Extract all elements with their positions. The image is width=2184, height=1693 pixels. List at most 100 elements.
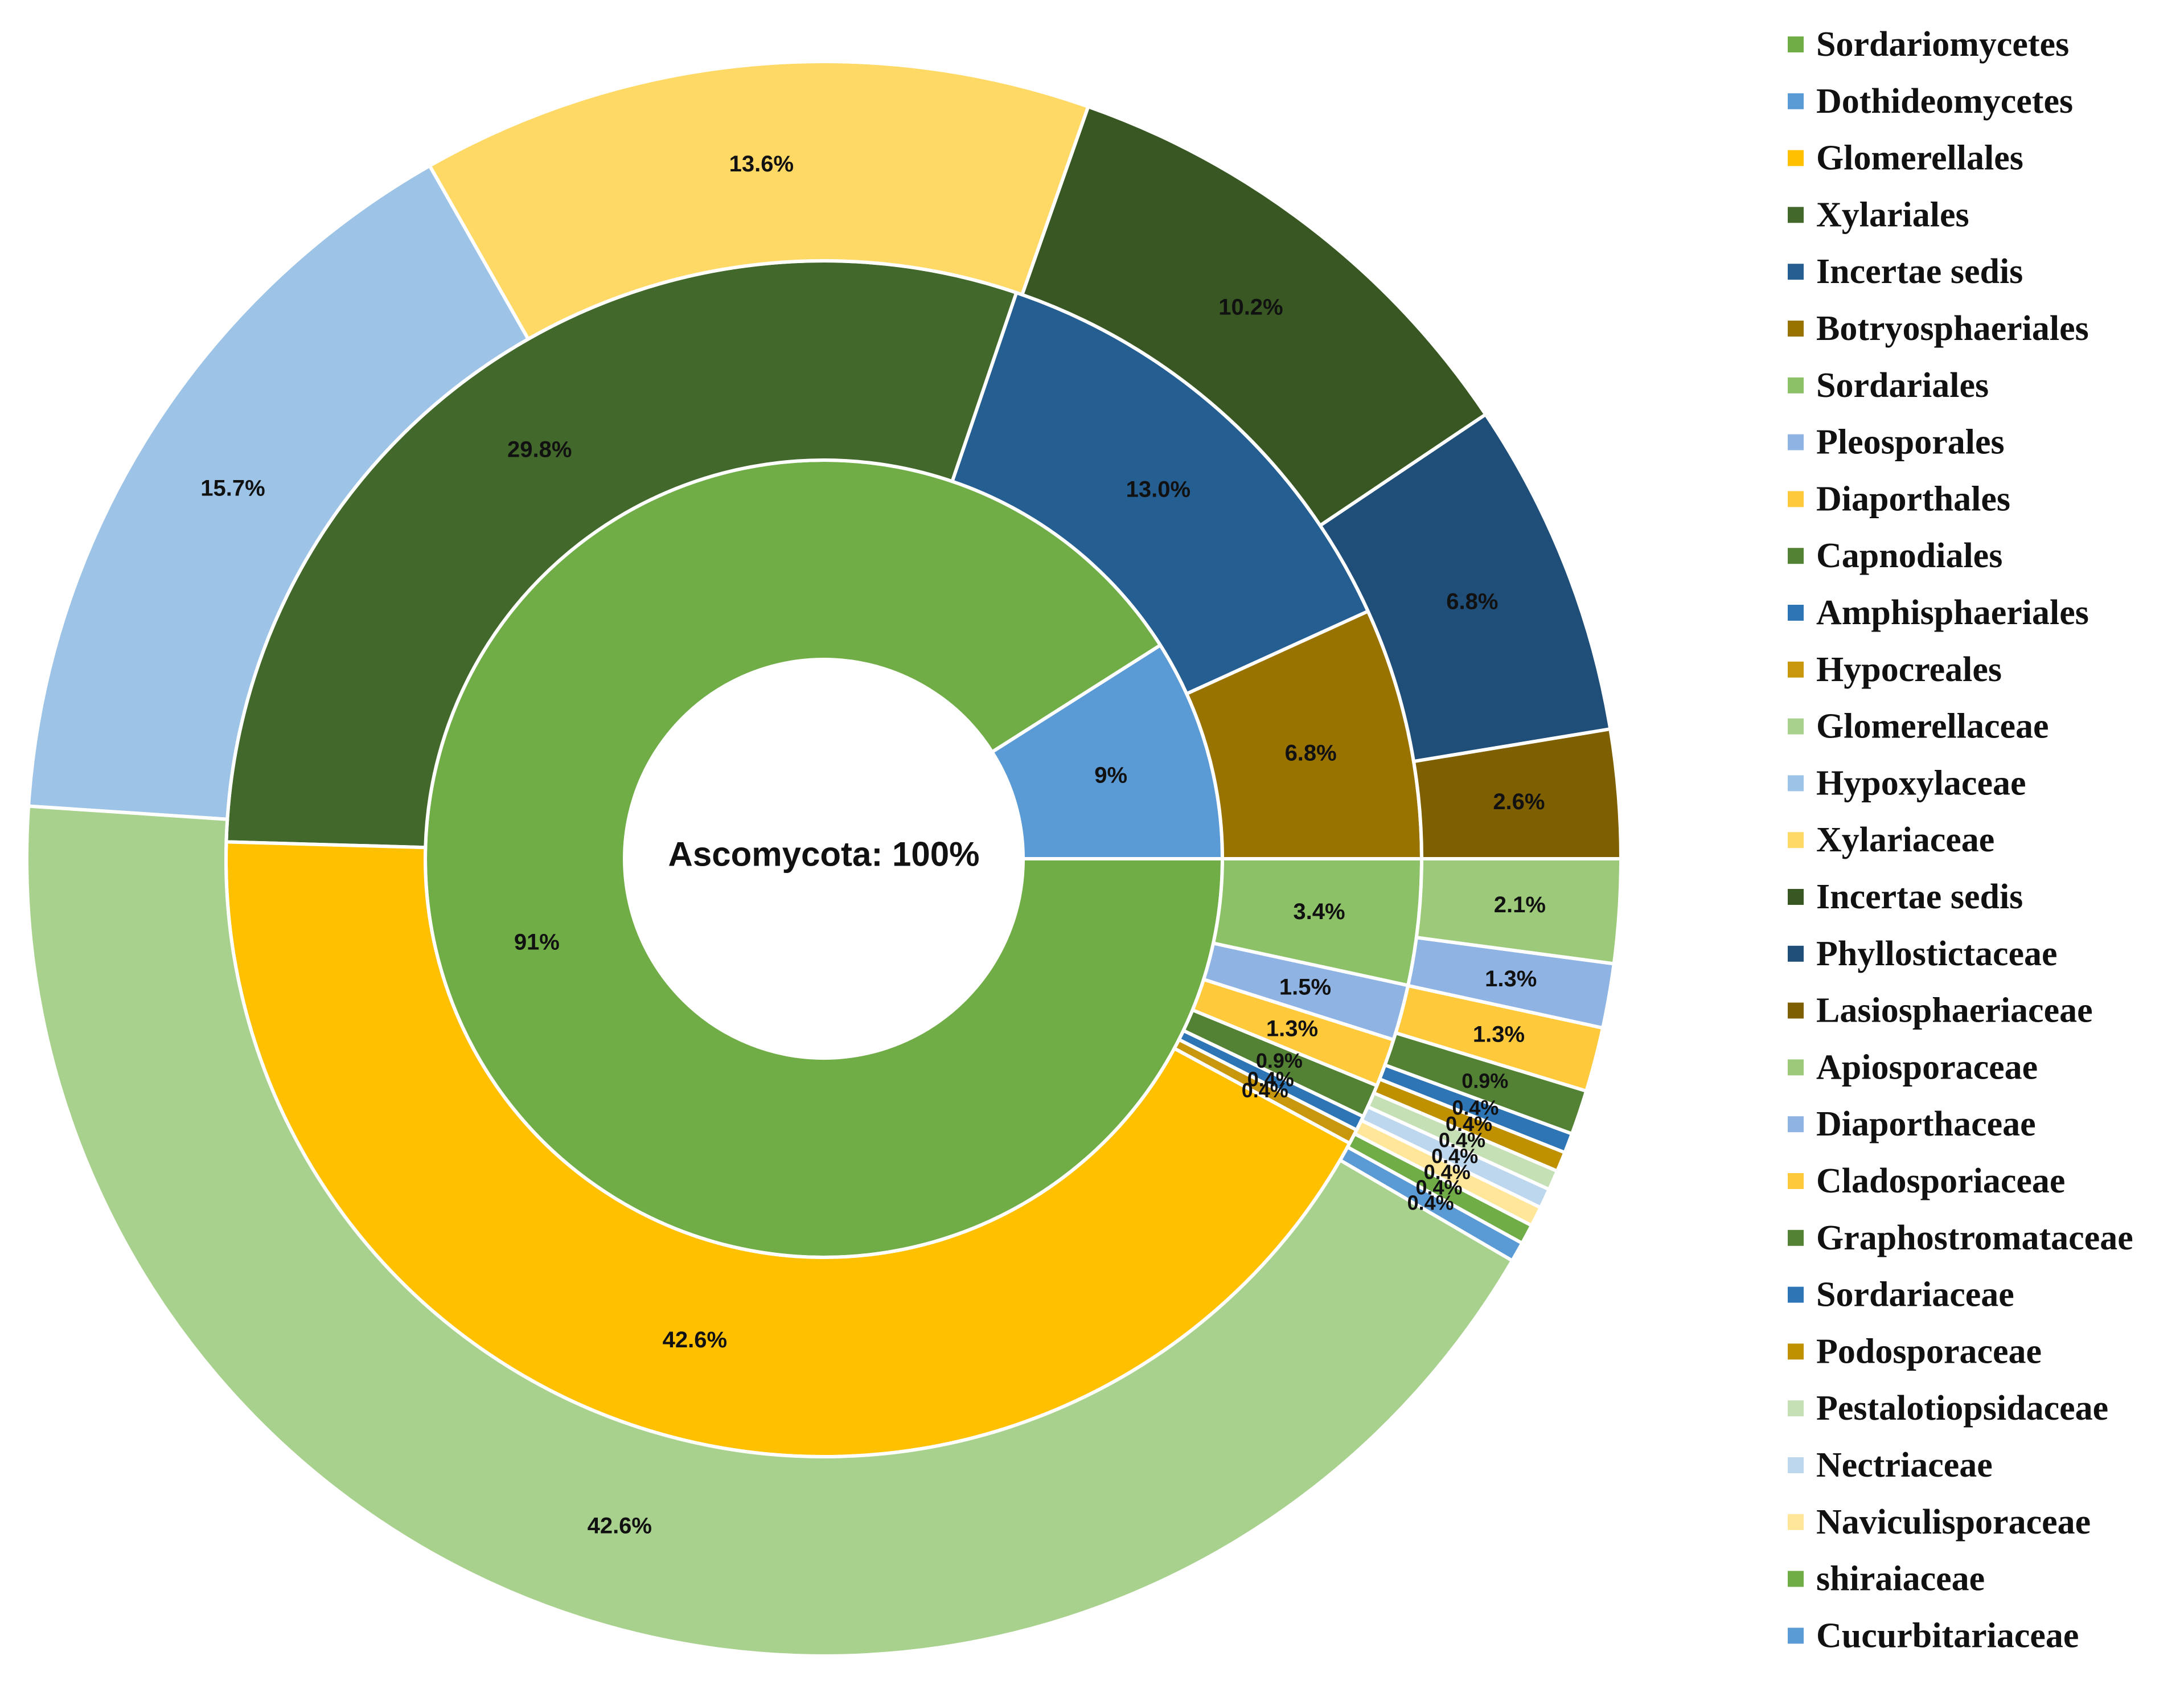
family-label-nectriaceae: 0.4%	[1431, 1145, 1478, 1168]
legend-entry-pestalotiopsidaceae: Pestalotiopsidaceae	[1788, 1389, 2108, 1428]
legend-swatch	[1788, 1457, 1804, 1473]
legend-entry-incertae-sedis: Incertae sedis	[1788, 878, 2023, 916]
legend-swatch	[1788, 605, 1804, 621]
order-label-sordariales: 3.4%	[1293, 899, 1345, 924]
legend-entry-apiosporaceae: Apiosporaceae	[1788, 1048, 2038, 1087]
class-label-dothideomycetes: 9%	[1094, 763, 1127, 788]
legend-swatch	[1788, 1571, 1804, 1587]
legend-swatch	[1788, 718, 1804, 735]
legend-entry-lasiosphaeriaceae: Lasiosphaeriaceae	[1788, 991, 2093, 1030]
legend-swatch	[1788, 889, 1804, 905]
family-label-cucurbitariaceae: 0.4%	[1407, 1191, 1454, 1215]
legend-swatch	[1788, 1059, 1804, 1076]
legend-entry-diaporthaceae: Diaporthaceae	[1788, 1105, 2036, 1143]
order-label-capnodiales: 0.9%	[1256, 1049, 1303, 1072]
legend-swatch	[1788, 36, 1804, 52]
legend-label: Diaporthaceae	[1816, 1105, 2036, 1143]
family-label-glomerellaceae: 42.6%	[588, 1513, 652, 1538]
legend-label: Lasiosphaeriaceae	[1816, 991, 2093, 1030]
legend-entry-sordariales: Sordariales	[1788, 366, 1989, 405]
legend-swatch	[1788, 93, 1804, 109]
legend-label: Glomerellales	[1816, 139, 2023, 178]
legend-label: Botryosphaeriales	[1816, 309, 2089, 348]
legend-entry-hypocreales: Hypocreales	[1788, 650, 2002, 689]
legend-entry-amphisphaeriales: Amphisphaeriales	[1788, 593, 2089, 632]
legend-label: Nectriaceae	[1816, 1446, 1993, 1485]
legend-label: Apiosporaceae	[1816, 1048, 2038, 1087]
legend-swatch	[1788, 377, 1804, 393]
legend-swatch	[1788, 775, 1804, 792]
legend-label: Incertae sedis	[1816, 252, 2023, 291]
family-label-cladosporiaceae: 1.3%	[1473, 1022, 1525, 1047]
order-label-xylariales: 29.8%	[507, 437, 572, 462]
order-label-incertae-sedis: 13.0%	[1126, 477, 1190, 502]
legend-entry-xylariales: Xylariales	[1788, 195, 1969, 234]
family-label-hypoxylaceae: 15.7%	[200, 476, 265, 501]
legend-label: Podosporaceae	[1816, 1332, 2042, 1371]
legend-label: Sordariomycetes	[1816, 25, 2069, 64]
legend-swatch	[1788, 832, 1804, 848]
family-slice-hypoxylaceae	[26, 163, 531, 821]
legend-entry-glomerellales: Glomerellales	[1788, 139, 2023, 178]
family-slice-apiosporaceae	[1414, 857, 1623, 966]
donut-rings	[25, 60, 1623, 1658]
legend-swatch	[1788, 661, 1804, 678]
legend-label: Naviculisporaceae	[1816, 1503, 2091, 1542]
family-label-lasiosphaeriaceae: 2.6%	[1493, 789, 1545, 814]
family-label-shiraiaceae: 0.4%	[1415, 1176, 1462, 1199]
legend-entry-sordariaceae: Sordariaceae	[1788, 1276, 2014, 1314]
legend-label: Sordariaceae	[1816, 1276, 2014, 1314]
legend-entry-hypoxylaceae: Hypoxylaceae	[1788, 764, 2026, 802]
legend-entry-shiraiaceae: shiraiaceae	[1788, 1560, 1985, 1598]
legend-swatch	[1788, 434, 1804, 450]
legend-entry-glomerellaceae: Glomerellaceae	[1788, 707, 2049, 746]
order-label-botryosphaeriales: 6.8%	[1285, 741, 1337, 766]
legend-entry-incertae-sedis: Incertae sedis	[1788, 252, 2023, 291]
legend-entry-cucurbitariaceae: Cucurbitariaceae	[1788, 1616, 2079, 1655]
legend-swatch	[1788, 1400, 1804, 1417]
center-label: Ascomycota: 100%	[668, 835, 980, 874]
legend-swatch	[1788, 1628, 1804, 1644]
legend-entry-pleosporales: Pleosporales	[1788, 423, 2005, 462]
legend-entry-xylariaceae: Xylariaceae	[1788, 821, 1994, 859]
legend-entry-podosporaceae: Podosporaceae	[1788, 1332, 2042, 1371]
legend-label: Dothideomycetes	[1816, 82, 2073, 121]
legend-swatch	[1788, 1286, 1804, 1303]
family-label-incertae-sedis: 10.2%	[1218, 294, 1283, 319]
legend-entry-cladosporiaceae: Cladosporiaceae	[1788, 1162, 2065, 1200]
legend-swatch	[1788, 1116, 1804, 1133]
family-label-naviculisporaceae: 0.4%	[1424, 1160, 1471, 1183]
legend-label: Diaporthales	[1816, 479, 2010, 518]
legend-entry-nectriaceae: Nectriaceae	[1788, 1446, 1993, 1485]
family-label-sordariaceae: 0.4%	[1452, 1096, 1499, 1120]
legend-swatch	[1788, 150, 1804, 166]
legend-label: Pestalotiopsidaceae	[1816, 1389, 2108, 1428]
family-label-xylariaceae: 13.6%	[729, 151, 794, 177]
legend-entry-diaporthales: Diaporthales	[1788, 479, 2010, 518]
legend-swatch	[1788, 1002, 1804, 1019]
legend-label: Cladosporiaceae	[1816, 1162, 2065, 1200]
family-label-graphostromataceae: 0.9%	[1462, 1069, 1508, 1092]
legend-swatch	[1788, 1514, 1804, 1530]
order-label-glomerellales: 42.6%	[663, 1327, 727, 1352]
legend-swatch	[1788, 491, 1804, 507]
family-slice-glomerellaceae	[25, 804, 1515, 1658]
legend-swatch	[1788, 264, 1804, 280]
legend-label: Glomerellaceae	[1816, 707, 2049, 746]
legend-label: shiraiaceae	[1816, 1560, 1985, 1598]
legend-label: Amphisphaeriales	[1816, 593, 2089, 632]
legend-label: Xylariaceae	[1816, 821, 1994, 859]
legend-swatch	[1788, 945, 1804, 962]
family-label-diaporthaceae: 1.3%	[1485, 966, 1537, 991]
legend-label: Hypoxylaceae	[1816, 764, 2026, 802]
family-label-podosporaceae: 0.4%	[1446, 1112, 1492, 1136]
segment-labels: 9%91%6.8%13.0%29.8%42.6%0.4%0.4%0.9%1.3%…	[200, 151, 1546, 1538]
legend-swatch	[1788, 1229, 1804, 1246]
legend-label: Sordariales	[1816, 366, 1989, 405]
legend-label: Cucurbitariaceae	[1816, 1616, 2079, 1655]
legend-swatch	[1788, 1173, 1804, 1189]
legend-swatch	[1788, 1343, 1804, 1360]
legend-entry-phyllostictaceae: Phyllostictaceae	[1788, 934, 2058, 973]
legend-label: Phyllostictaceae	[1816, 934, 2058, 973]
